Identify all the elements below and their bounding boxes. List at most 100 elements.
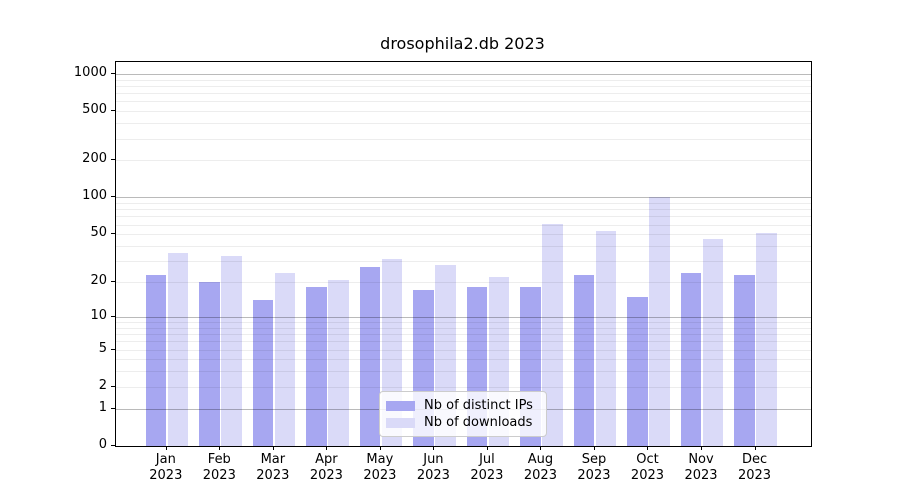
x-tick-mark <box>379 446 381 450</box>
x-tick-label-may: May 2023 <box>363 452 397 483</box>
y-tick-label: 20 <box>90 273 107 289</box>
gridline-minor <box>116 203 811 205</box>
bar-distinct-ips-apr <box>306 287 327 446</box>
gridline-minor <box>116 322 811 323</box>
x-tick-mark <box>540 446 542 450</box>
legend-label-downloads: Nb of downloads <box>424 415 533 430</box>
gridline-major <box>116 197 811 199</box>
y-tick-label: 200 <box>82 151 107 167</box>
gridline-minor <box>116 93 811 95</box>
gridline-minor <box>116 85 811 87</box>
y-tick-mark <box>111 281 115 283</box>
y-tick-mark <box>111 315 115 317</box>
bar-distinct-ips-sep <box>573 274 595 446</box>
gridline-minor <box>116 386 811 388</box>
y-tick-label: 50 <box>90 225 107 241</box>
gridline-major <box>116 73 811 75</box>
x-tick-label-dec: Dec 2023 <box>737 452 772 483</box>
x-tick-label-jan: Jan 2023 <box>149 452 183 483</box>
x-tick-label-apr: Apr 2023 <box>309 452 343 483</box>
x-tick-mark <box>433 446 435 450</box>
bar-distinct-ips-feb <box>199 282 220 446</box>
y-tick-mark <box>111 110 115 112</box>
y-tick-mark <box>111 196 115 198</box>
y-tick-mark <box>111 159 115 161</box>
gridline-minor <box>116 246 811 247</box>
y-tick-mark <box>111 233 115 235</box>
y-tick-label: 100 <box>82 188 107 204</box>
bar-distinct-ips-dec <box>734 274 755 446</box>
legend-entry-downloads: Nb of downloads <box>386 414 540 431</box>
y-tick-label: 10 <box>90 307 107 323</box>
bar-distinct-ips-mar <box>252 300 274 446</box>
gridline-minor <box>116 341 811 343</box>
bar-distinct-ips-nov <box>680 272 702 446</box>
y-tick-label: 1 <box>98 399 107 415</box>
legend-swatch-downloads <box>386 417 415 428</box>
x-tick-mark <box>272 446 274 450</box>
bar-downloads-apr <box>328 279 349 446</box>
legend-label-distinct-ips: Nb of distinct IPs <box>424 398 533 413</box>
x-tick-mark <box>165 446 167 450</box>
plot-area <box>115 61 812 447</box>
bar-downloads-nov <box>702 238 724 446</box>
legend-swatch-distinct-ips <box>386 400 415 411</box>
gridline-minor <box>116 101 811 103</box>
gridline-minor <box>116 234 811 236</box>
bar-downloads-dec <box>756 233 777 446</box>
y-tick-label: 0 <box>98 437 107 452</box>
gridline-minor <box>116 111 811 113</box>
bar-distinct-ips-jan <box>145 274 167 446</box>
x-tick-label-aug: Aug 2023 <box>523 452 557 483</box>
x-tick-mark <box>326 446 328 450</box>
x-tick-label-oct: Oct 2023 <box>630 452 665 483</box>
bar-downloads-oct <box>649 197 670 446</box>
y-tick-mark <box>111 385 115 387</box>
x-tick-label-feb: Feb 2023 <box>202 452 236 483</box>
gridline-minor <box>116 282 811 284</box>
gridline-minor <box>116 261 811 263</box>
gridline-minor <box>116 79 811 81</box>
bar-downloads-sep <box>595 231 617 446</box>
x-tick-label-jul: Jul 2023 <box>470 452 504 483</box>
x-tick-mark <box>593 446 595 450</box>
x-tick-mark <box>701 446 702 450</box>
y-tick-mark <box>111 348 115 350</box>
gridline-minor <box>116 160 811 162</box>
legend: Nb of distinct IPs Nb of downloads <box>379 391 547 437</box>
gridline-minor <box>116 209 811 211</box>
bar-downloads-aug <box>542 223 563 446</box>
bar-downloads-feb <box>221 256 242 446</box>
x-tick-label-nov: Nov 2023 <box>684 452 718 483</box>
bar-downloads-mar <box>274 272 296 446</box>
y-tick-mark <box>111 72 115 74</box>
grid-layer <box>116 62 811 446</box>
gridline-minor <box>116 371 811 373</box>
gridline-minor <box>116 224 811 226</box>
x-tick-mark <box>219 446 221 450</box>
bar-downloads-jan <box>167 253 189 446</box>
y-tick-label: 5 <box>98 340 107 356</box>
gridline-major <box>116 316 811 318</box>
gridline-minor <box>116 334 811 336</box>
bar-distinct-ips-may <box>359 266 381 446</box>
y-tick-mark <box>111 407 115 409</box>
y-tick-label: 500 <box>82 102 107 118</box>
chart-title: drosophila2.db 2023 <box>380 34 545 53</box>
y-tick-mark <box>111 445 115 446</box>
bar-distinct-ips-oct <box>627 296 648 446</box>
gridline-minor <box>116 138 811 140</box>
x-tick-label-sep: Sep 2023 <box>577 452 611 483</box>
y-tick-label: 2 <box>98 377 107 393</box>
x-tick-label-jun: Jun 2023 <box>416 452 450 483</box>
y-tick-label: 1000 <box>73 64 107 80</box>
gridline-minor <box>116 216 811 218</box>
x-tick-mark <box>486 446 488 450</box>
gridline-minor <box>116 123 811 125</box>
legend-entry-distinct-ips: Nb of distinct IPs <box>386 397 540 414</box>
gridline-minor <box>116 359 811 361</box>
x-tick-label-mar: Mar 2023 <box>256 452 290 483</box>
gridline-minor <box>116 327 811 329</box>
x-tick-mark <box>647 446 649 450</box>
